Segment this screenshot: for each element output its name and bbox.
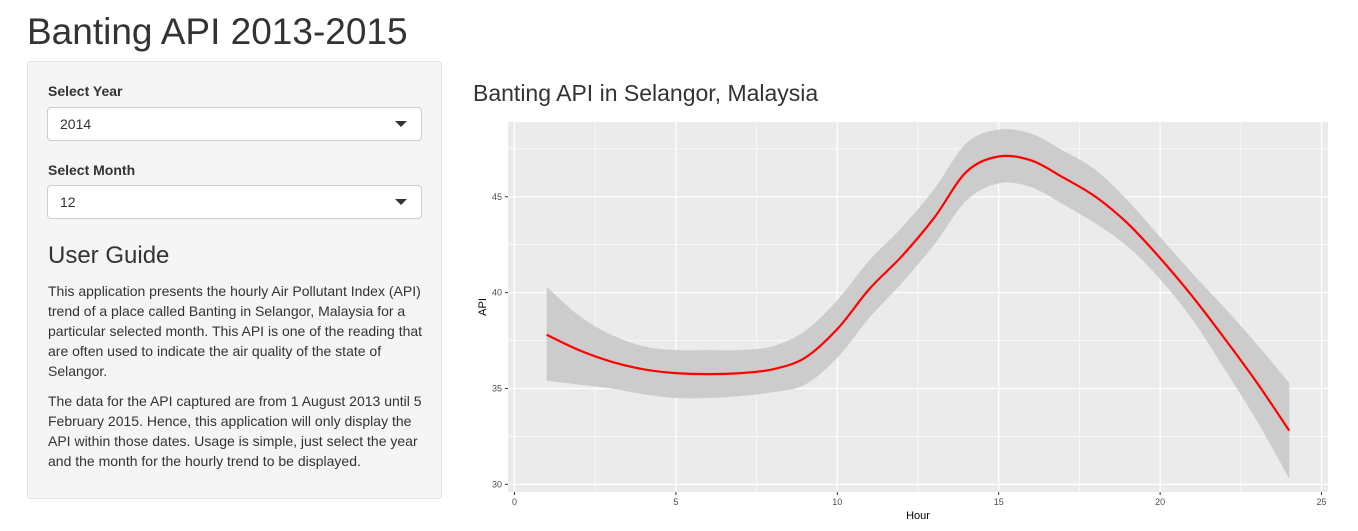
select-month-label: Select Month [48,162,136,178]
user-guide-paragraph-1: This application presents the hourly Air… [48,283,423,379]
user-guide-paragraph-2: The data for the API captured are from 1… [48,393,422,469]
x-tick-label: 25 [1317,497,1327,507]
x-tick-label: 15 [994,497,1004,507]
y-tick-label: 45 [492,192,502,202]
x-tick-label: 0 [512,497,517,507]
sidebar-panel: Select Year 2014 Select Month 12 User Gu… [27,61,442,499]
select-year-value: 2014 [60,116,92,132]
select-month-dropdown[interactable]: 12 [47,185,422,219]
confidence-ribbon [546,129,1290,479]
select-month-value: 12 [60,194,76,210]
select-year-label: Select Year [48,83,123,99]
plot-title: Banting API in Selangor, Malaysia [473,80,819,106]
x-tick-label: 10 [832,497,842,507]
x-axis-title: Hour [906,510,930,520]
api-trend-chart: 0 5 10 15 20 25 30 35 40 45 Hour API [477,122,1328,520]
x-tick-label: 20 [1155,497,1165,507]
select-year-dropdown[interactable]: 2014 [47,107,422,141]
y-axis-title: API [477,298,489,316]
chevron-down-icon [395,121,407,127]
chevron-down-icon [395,199,407,205]
y-tick-label: 30 [492,479,502,489]
page-title: Banting API 2013-2015 [27,11,408,52]
user-guide-title: User Guide [48,242,170,269]
y-tick-label: 35 [492,383,502,393]
smoothed-api-line [546,154,1291,432]
y-tick-label: 40 [492,288,502,298]
x-tick-label: 5 [673,497,678,507]
